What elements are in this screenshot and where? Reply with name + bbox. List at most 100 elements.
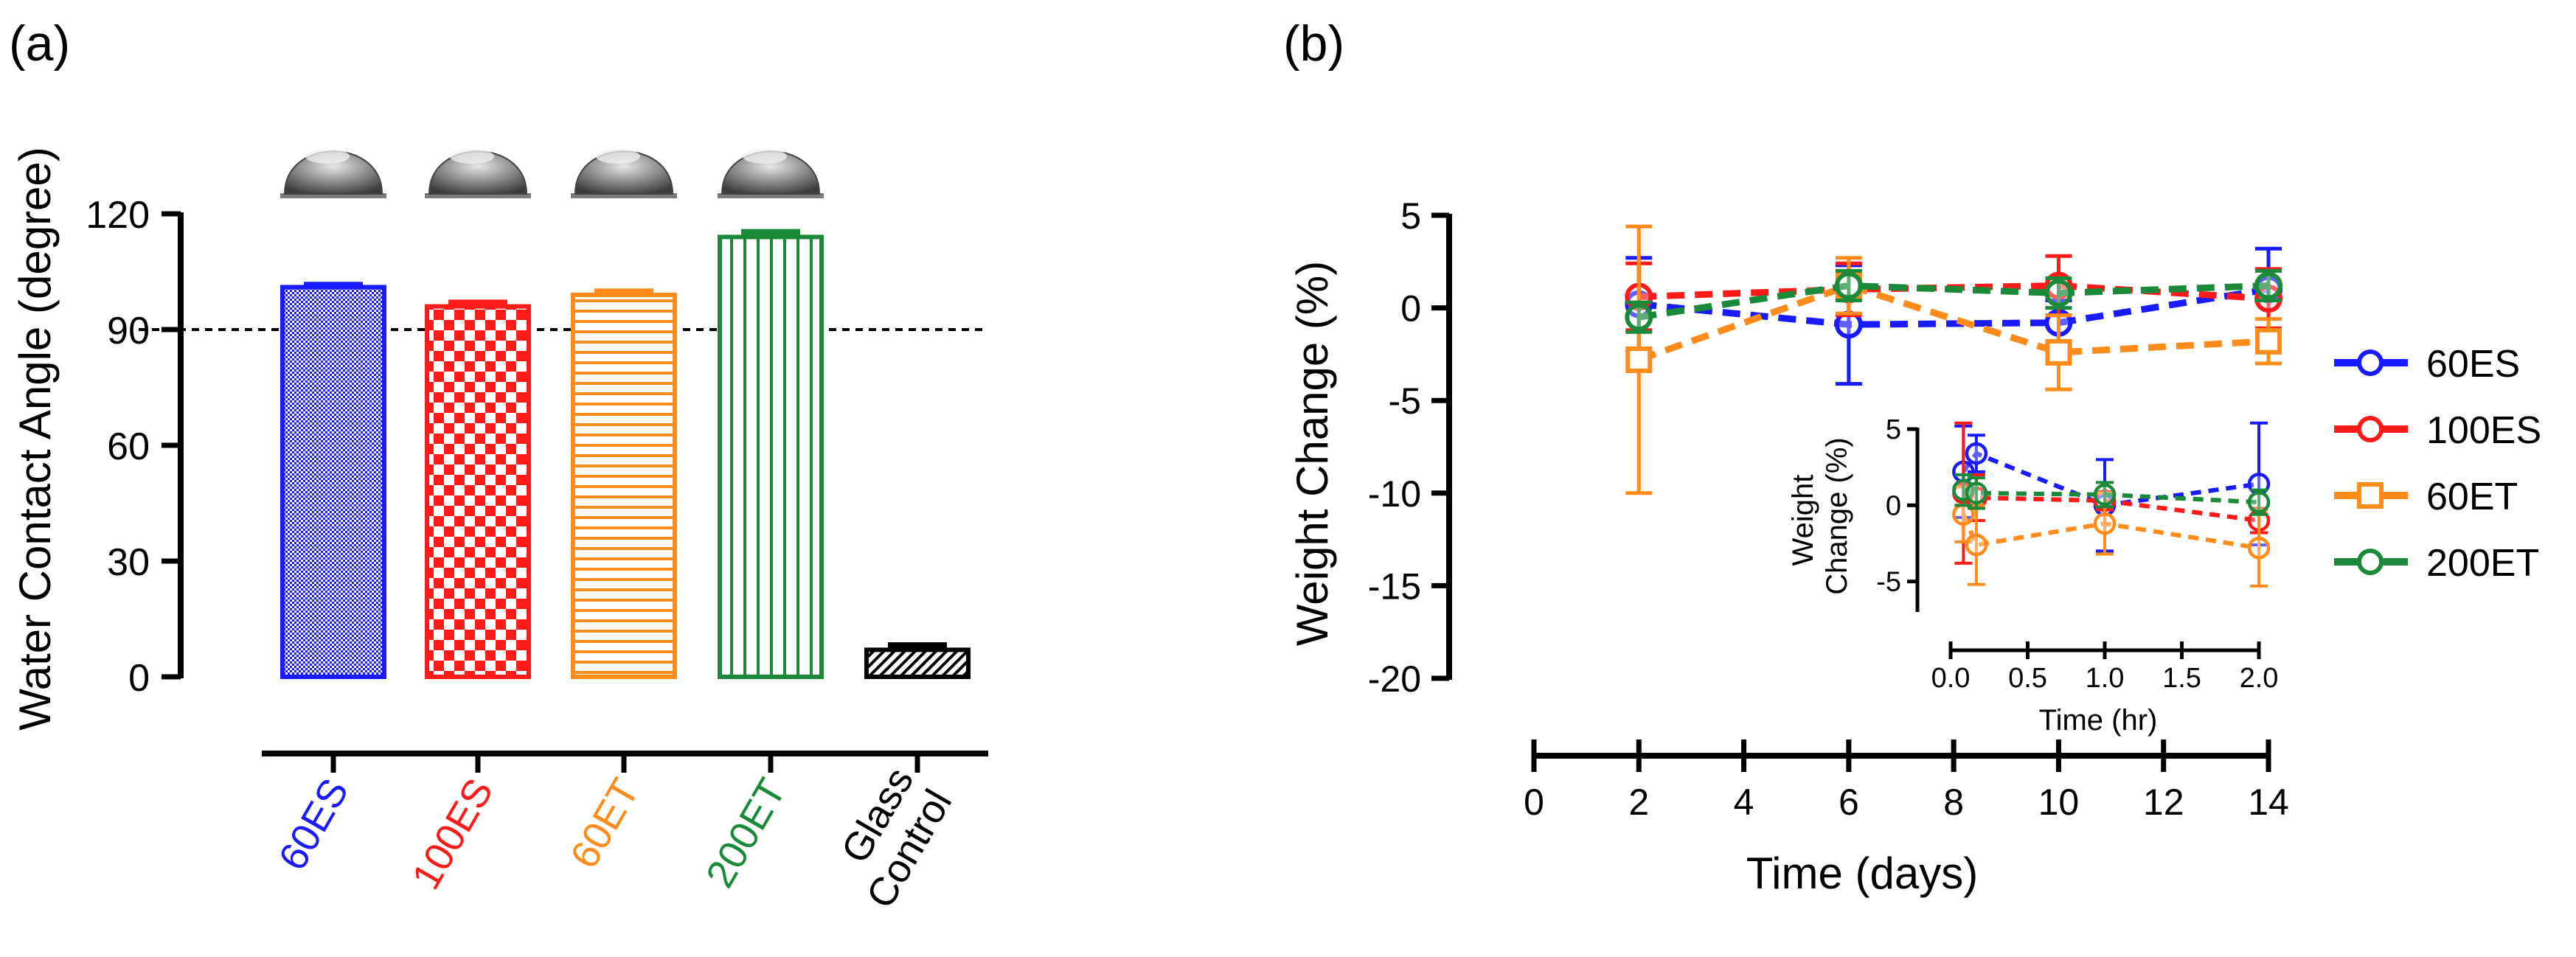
y-axis-title: Weight Change (%) (1288, 261, 1337, 646)
inset-data-point (1965, 533, 1988, 557)
data-point (2044, 279, 2073, 307)
y-tick-label: 120 (86, 194, 150, 237)
inset-y-tick-label: -5 (1876, 567, 1901, 598)
data-point (2255, 327, 2282, 355)
y-axis-title: Water Contact Angle (degree) (10, 147, 60, 731)
panel-label-b: (b) (1283, 15, 1344, 72)
x-tick-label: 4 (1734, 782, 1754, 823)
legend: 60ES 100ES 60ET 200ET (2334, 343, 2541, 585)
legend-label: 200ET (2426, 542, 2539, 585)
legend-label: 60ES (2426, 343, 2520, 386)
bar-200et (718, 234, 824, 679)
bar-100es (425, 304, 531, 679)
category-label: 60ET (562, 771, 648, 876)
legend-item-60es: 60ES (2334, 343, 2520, 386)
y-tick-label: 0 (128, 657, 150, 700)
droplet-image (718, 149, 824, 198)
droplet-image (571, 149, 677, 198)
series-line (1638, 282, 2269, 321)
y-tick-label: -10 (1368, 473, 1421, 515)
y-tick-label: 90 (107, 310, 150, 352)
data-point (2254, 271, 2282, 300)
inset-y-axis-title: Weight Change (%) (1787, 437, 1853, 594)
data-point (1625, 346, 1653, 373)
y-tick-label: -5 (1389, 380, 1421, 422)
x-tick-label: 14 (2248, 782, 2289, 823)
category-label: 60ES (270, 771, 357, 877)
category-label-line: 200ET (698, 771, 795, 895)
data-point (1834, 271, 1863, 300)
droplet-highlight (305, 149, 350, 164)
inset-tick-labels: -5 0 5 0.0 0.5 1.0 1.5 2.0 (1876, 414, 2278, 694)
bar-chart-contact-angle: 0 30 60 90 120 60ES 100ES 60ET 200ET GlassContro… (10, 147, 988, 916)
inset-data-point (2093, 483, 2117, 507)
y-tick-labels: 0 30 60 90 120 (86, 194, 150, 700)
category-label: 100ES (403, 771, 501, 897)
droplet-baseline (425, 193, 531, 198)
category-label-line: 60ES (270, 771, 357, 877)
y-tick-label: 5 (1400, 195, 1421, 237)
droplet-image (280, 149, 386, 198)
y-tick-label: -20 (1368, 658, 1421, 700)
inset-y-tick-label: 0 (1886, 490, 1901, 521)
droplet-highlight (743, 149, 787, 164)
droplet-baseline (718, 193, 824, 198)
tick-labels: -20 -15 -10 -5 0 5 0 2 4 6 8 10 12 14 (1368, 195, 2289, 823)
droplet-highlight (450, 149, 494, 164)
legend-marker (2357, 349, 2384, 376)
x-tick-label: 8 (1943, 782, 1964, 823)
inset-x-tick-label: 1.5 (2162, 663, 2201, 694)
inset-data-point (2247, 536, 2271, 560)
droplet-image (425, 149, 531, 198)
axes-layer (162, 211, 988, 773)
legend-item-100es: 100ES (2334, 409, 2541, 452)
series-100es (1625, 254, 2282, 333)
series-line (1638, 286, 2269, 328)
inset-x-axis-title: Time (hr) (2039, 704, 2158, 737)
inset-x-tick-label: 0.5 (2008, 663, 2047, 694)
axes-layer (1431, 212, 2271, 772)
category-label: 200ET (698, 771, 795, 895)
droplet-highlight (596, 149, 640, 164)
data-point (1625, 303, 1653, 332)
inset-series-line (1962, 487, 2260, 505)
legend-label: 60ET (2426, 476, 2518, 518)
inset-series-200et (1952, 473, 2271, 516)
series-60es (1625, 246, 2282, 386)
inset-chart-hours: -5 0 5 0.0 0.5 1.0 1.5 2.0 Time (hr) Weight Cha… (1787, 414, 2278, 737)
droplet-baseline (571, 193, 677, 198)
bar-60es (280, 285, 386, 679)
category-labels: 60ES 100ES 60ET 200ET GlassControl (270, 760, 960, 916)
y-tick-label: -15 (1368, 566, 1421, 607)
bar-glass-control (864, 647, 971, 679)
x-tick-label: 12 (2143, 782, 2184, 823)
inset-series-line (1961, 513, 2260, 551)
inset-data-point (2247, 490, 2271, 514)
bars-layer (280, 229, 971, 679)
category-label-line: 60ET (562, 771, 648, 876)
droplet-images (280, 149, 824, 198)
inset-series-line (1961, 450, 2260, 508)
line-chart-weight-change: -20 -15 -10 -5 0 5 0 2 4 6 8 10 12 14 Weight Change (… (1288, 195, 2541, 898)
inset-y-title-line: Weight (1787, 475, 1819, 566)
x-tick-label: 0 (1524, 782, 1544, 823)
y-tick-label: 0 (1400, 288, 1421, 330)
inset-y-tick-label: 5 (1886, 414, 1901, 445)
x-tick-label: 6 (1839, 782, 1859, 823)
legend-item-60et: 60ET (2334, 476, 2518, 518)
x-tick-label: 10 (2038, 782, 2080, 823)
category-label-line: 100ES (403, 771, 501, 897)
legend-marker (2357, 482, 2384, 509)
bar-60et (571, 292, 677, 679)
droplet-baseline (280, 193, 386, 198)
inset-x-tick-label: 0.0 (1931, 663, 1971, 694)
series-200et (1625, 268, 2282, 334)
inset-x-tick-label: 2.0 (2240, 663, 2279, 694)
legend-marker (2357, 549, 2384, 575)
inset-data-point (1965, 442, 1988, 465)
category-label: GlassControl (819, 760, 960, 916)
series-60et (1625, 224, 2282, 495)
inset-data-point (1965, 481, 1988, 505)
inset-y-title-line: Change (%) (1821, 437, 1853, 594)
